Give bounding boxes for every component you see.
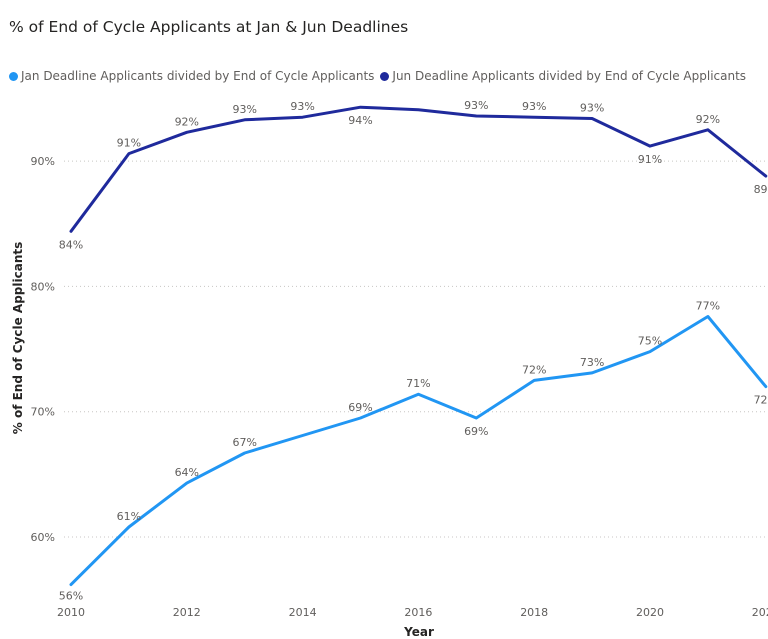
y-tick-label: 70% (31, 406, 55, 419)
y-tick-label: 90% (31, 155, 55, 168)
x-tick-label: 2020 (636, 606, 664, 619)
data-label: 73% (580, 356, 604, 369)
data-label: 93% (290, 100, 314, 113)
y-tick-label: 80% (31, 280, 55, 293)
data-label: 56% (59, 590, 83, 603)
series-line-jun (69, 105, 768, 233)
data-label: 75% (638, 335, 662, 348)
data-label: 69% (464, 425, 488, 438)
x-tick-label: 2010 (57, 606, 85, 619)
legend-marker-jan (9, 71, 18, 81)
x-tick-label: 2016 (404, 606, 432, 619)
data-label: 77% (696, 299, 720, 312)
legend-item-jan[interactable]: Jan Deadline Applicants divided by End o… (9, 69, 374, 83)
data-label: 71% (406, 377, 430, 390)
data-label: 91% (117, 137, 141, 150)
legend-item-jun[interactable]: Jun Deadline Applicants divided by End o… (380, 69, 746, 83)
data-label: 67% (232, 436, 256, 449)
y-tick-label: 60% (31, 531, 55, 544)
data-label: 92% (175, 115, 199, 128)
data-label: 72% (522, 363, 546, 376)
chart-title: % of End of Cycle Applicants at Jan & Ju… (9, 18, 409, 36)
data-label: 94% (348, 114, 372, 127)
legend-label-jan: Jan Deadline Applicants divided by End o… (21, 69, 375, 83)
data-label: 89% (754, 183, 768, 196)
data-label: 61% (117, 510, 141, 523)
legend-label-jun: Jun Deadline Applicants divided by End o… (392, 69, 747, 83)
data-label: 72% (754, 394, 768, 407)
legend-marker-jun (380, 71, 390, 81)
data-label: 93% (232, 103, 256, 116)
x-tick-label: 2022 (752, 606, 768, 619)
x-tick-label: 2018 (520, 606, 548, 619)
x-tick-label: 2012 (173, 606, 201, 619)
data-label: 64% (175, 466, 199, 479)
data-label: 69% (348, 401, 372, 414)
x-tick-label: 2014 (289, 606, 317, 619)
data-label: 84% (59, 238, 83, 251)
y-axis-title: % of End of Cycle Applicants (11, 242, 25, 435)
data-label: 91% (638, 153, 662, 166)
data-label: 93% (522, 100, 546, 113)
data-label: 93% (464, 99, 488, 112)
series-line-jan (69, 315, 768, 587)
data-label: 92% (696, 113, 720, 126)
legend: Jan Deadline Applicants divided by End o… (9, 69, 752, 83)
data-label: 93% (580, 101, 604, 114)
x-axis-title: Year (403, 625, 434, 639)
